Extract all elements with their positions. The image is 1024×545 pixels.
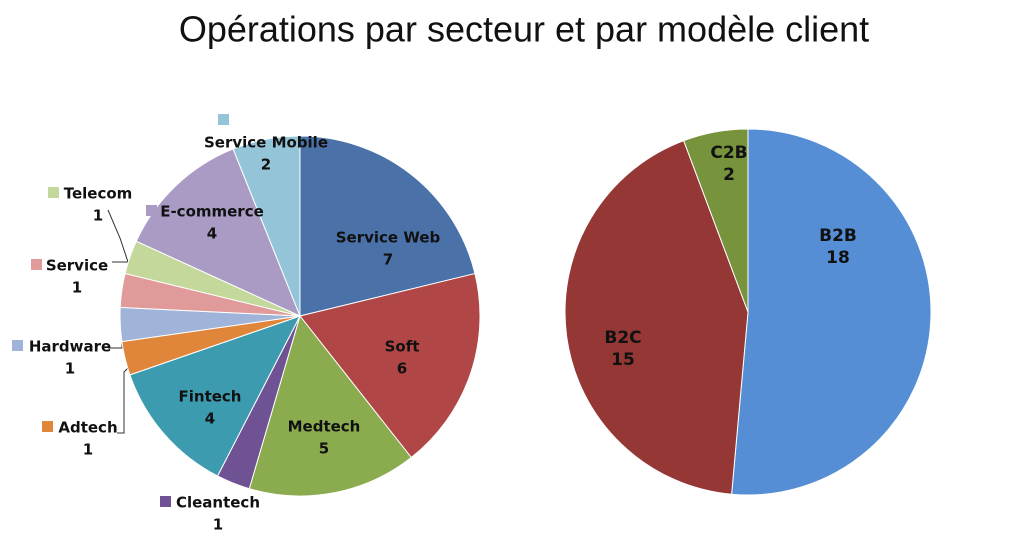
value-label: 7 bbox=[383, 251, 393, 269]
pie-slice bbox=[129, 315, 302, 477]
slice-label: B2C bbox=[604, 328, 641, 348]
slice-label: Service Mobile bbox=[204, 134, 328, 152]
pie-slice bbox=[731, 128, 932, 496]
slice-label: Hardware bbox=[29, 338, 111, 356]
slice-label: Soft bbox=[385, 338, 420, 356]
label-key bbox=[31, 259, 42, 270]
value-label: 4 bbox=[205, 410, 215, 428]
value-label: 1 bbox=[65, 360, 75, 378]
slice-label: C2B bbox=[710, 143, 747, 163]
slice-label: Adtech bbox=[58, 419, 117, 437]
value-label: 1 bbox=[72, 279, 82, 297]
label-key bbox=[12, 340, 23, 351]
label-key bbox=[48, 187, 59, 198]
slice-label: Service Web bbox=[336, 229, 441, 247]
value-label: 18 bbox=[826, 248, 850, 268]
value-label: 6 bbox=[397, 360, 407, 378]
label-key bbox=[218, 114, 229, 125]
label-key bbox=[146, 205, 157, 216]
pie-slice bbox=[564, 140, 749, 495]
label-key bbox=[42, 421, 53, 432]
pie-slice bbox=[135, 148, 301, 317]
slice-label: E-commerce bbox=[160, 203, 264, 221]
value-label: 15 bbox=[611, 350, 635, 370]
value-label: 1 bbox=[83, 441, 93, 459]
slice-label: Medtech bbox=[288, 418, 361, 436]
slice-label: Telecom bbox=[64, 185, 133, 203]
value-label: 2 bbox=[723, 165, 735, 185]
leader-line bbox=[107, 209, 131, 269]
value-label: 4 bbox=[207, 225, 217, 243]
value-label: 1 bbox=[213, 516, 223, 534]
slice-label: Cleantech bbox=[176, 494, 260, 512]
slice-label: Service bbox=[46, 257, 108, 275]
value-label: 5 bbox=[319, 440, 329, 458]
value-label: 1 bbox=[93, 207, 103, 225]
slice-label: B2B bbox=[819, 226, 857, 246]
value-label: 2 bbox=[261, 156, 271, 174]
pie-slice bbox=[683, 128, 749, 313]
chart-title: Opérations par secteur et par modèle cli… bbox=[179, 9, 869, 50]
pie-slice bbox=[248, 314, 412, 497]
leader-line bbox=[117, 367, 129, 434]
slice-label: Fintech bbox=[179, 388, 242, 406]
pie-slice bbox=[299, 135, 476, 317]
pie-slice bbox=[232, 135, 301, 317]
pie-slice bbox=[299, 272, 481, 459]
label-key bbox=[160, 496, 171, 507]
